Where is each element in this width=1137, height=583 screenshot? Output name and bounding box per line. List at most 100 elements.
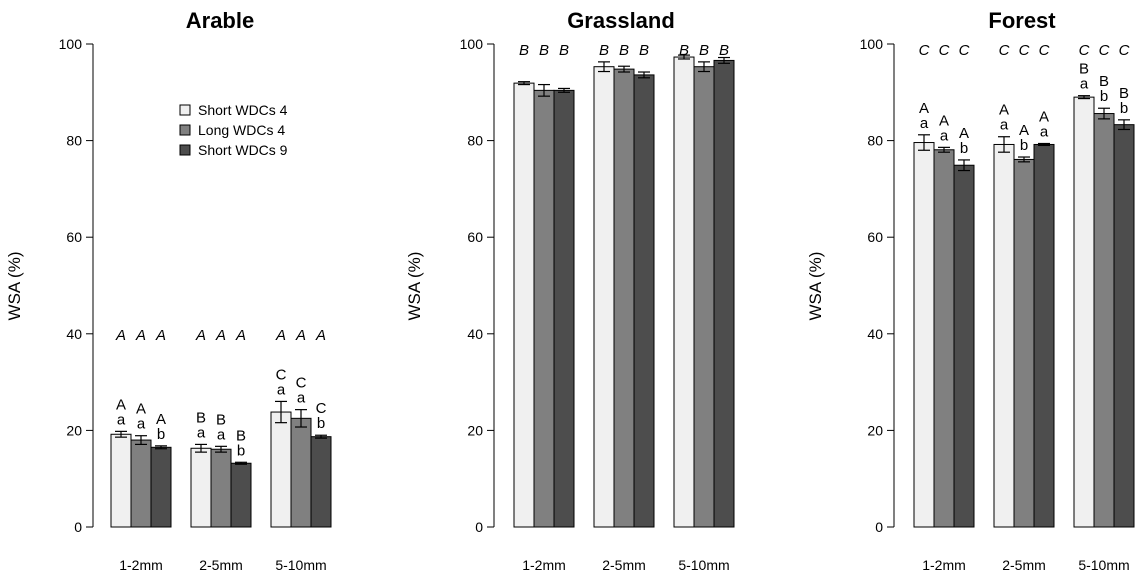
significance-letter-lower: a [1000,117,1009,134]
significance-letter-upper: A [919,100,929,117]
x-category-label: 5-10mm [1078,557,1129,573]
significance-letter-italic: C [1119,42,1130,59]
significance-letter-italic: B [639,42,649,59]
bar [633,74,655,528]
legend-swatch [179,104,191,116]
significance-letter-italic: C [1099,42,1110,59]
significance-letter-italic: C [939,42,950,59]
y-tick-label: 100 [460,36,484,52]
y-tick-label: 40 [66,326,82,342]
y-tick-label: 20 [66,422,82,438]
significance-letter-lower: b [157,426,165,443]
y-tick-label: 60 [867,229,883,245]
significance-letter-lower: b [1120,100,1128,117]
y-tick-label: 0 [875,519,883,535]
bar [190,447,212,528]
significance-letter-italic: A [215,327,226,344]
bar [270,411,292,528]
x-category-label: 1-2mm [922,557,966,573]
bar [110,433,132,528]
significance-letter-lower: a [1040,123,1049,140]
significance-letter-italic: A [235,327,246,344]
significance-letter-italic: A [315,327,326,344]
significance-letter-italic: A [155,327,166,344]
significance-letter-lower: a [1080,76,1089,93]
significance-letter-lower: a [197,424,206,441]
significance-letter-italic: C [1039,42,1050,59]
significance-letter-upper: C [316,400,327,417]
significance-letter-lower: b [237,442,245,459]
significance-letter-upper: B [1119,85,1129,102]
significance-letter-lower: a [277,381,286,398]
x-category-label: 5-10mm [275,557,326,573]
significance-letter-italic: A [115,327,126,344]
y-axis-label: WSA (%) [806,252,825,321]
significance-letter-italic: A [195,327,206,344]
significance-letter-italic: B [599,42,609,59]
bar [713,59,735,528]
significance-letter-italic: C [1019,42,1030,59]
significance-letter-upper: B [1079,61,1089,78]
bar [673,56,695,528]
bar [953,164,975,528]
bar [210,448,232,528]
significance-letter-italic: B [619,42,629,59]
bar [933,149,955,528]
significance-letter-italic: B [699,42,709,59]
significance-letter-upper: B [196,409,206,426]
bar [290,417,312,528]
significance-letter-upper: B [216,411,226,428]
significance-letter-lower: b [1020,137,1028,154]
y-tick-label: 20 [867,422,883,438]
y-tick-label: 60 [66,229,82,245]
significance-letter-upper: A [939,112,949,129]
bar [230,462,252,528]
bar [913,142,935,528]
y-tick-label: 20 [467,422,483,438]
panel-title: Arable [186,8,254,33]
significance-letter-italic: B [539,42,549,59]
significance-letter-lower: a [940,127,949,144]
y-tick-label: 100 [860,36,884,52]
bar [1033,143,1055,528]
x-category-label: 1-2mm [119,557,163,573]
significance-letter-lower: a [920,115,929,132]
y-axis-label: WSA (%) [5,252,24,321]
significance-letter-italic: A [135,327,146,344]
significance-letter-upper: C [296,375,307,392]
significance-letter-lower: a [117,411,126,428]
legend-entry: Short WDCs 9 [198,142,288,158]
panel-title: Grassland [567,8,675,33]
y-tick-label: 60 [467,229,483,245]
y-tick-label: 80 [467,133,483,149]
significance-letter-upper: A [959,125,969,142]
significance-letter-italic: B [679,42,689,59]
bar [1113,124,1135,528]
significance-letter-italic: B [559,42,569,59]
bar [150,446,172,528]
significance-letter-upper: A [1039,108,1049,125]
y-tick-label: 100 [59,36,83,52]
bar [513,82,535,528]
significance-letter-upper: A [116,396,126,413]
significance-letter-italic: C [959,42,970,59]
significance-letter-upper: A [136,401,146,418]
y-tick-label: 40 [467,326,483,342]
significance-letter-italic: C [919,42,930,59]
significance-letter-lower: b [317,415,325,432]
y-tick-label: 0 [74,519,82,535]
x-category-label: 1-2mm [522,557,566,573]
bar [593,66,615,528]
legend-entry: Short WDCs 4 [198,102,288,118]
x-category-label: 5-10mm [678,557,729,573]
bar [130,439,152,528]
significance-letter-lower: a [297,390,306,407]
bar [553,89,575,528]
significance-letter-lower: b [1100,88,1108,105]
significance-letter-lower: a [137,416,146,433]
bar [533,89,555,528]
significance-letter-lower: a [217,426,226,443]
significance-letter-italic: A [295,327,306,344]
significance-letter-upper: A [156,411,166,428]
